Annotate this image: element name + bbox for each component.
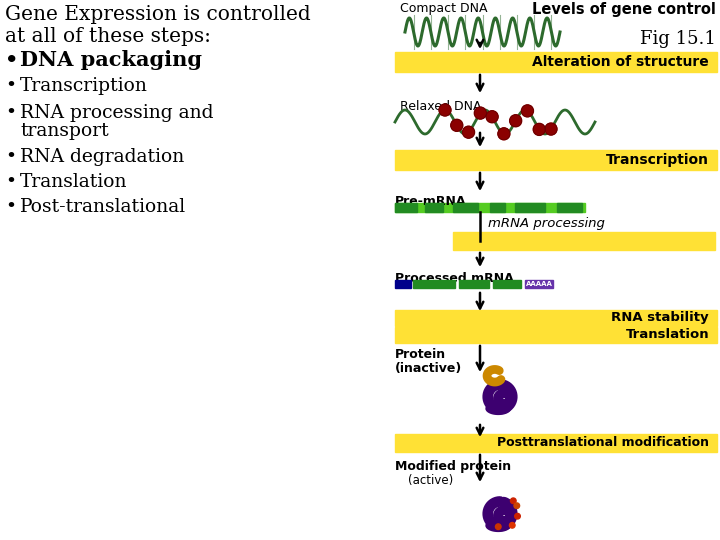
Text: Protein: Protein (395, 348, 446, 361)
Circle shape (474, 107, 486, 119)
Bar (395, 327, 717, 343)
Circle shape (462, 126, 474, 138)
Text: mRNA processing: mRNA processing (488, 218, 605, 231)
Circle shape (498, 128, 510, 140)
Bar (395, 203, 417, 212)
Circle shape (495, 524, 501, 530)
Bar (525, 280, 553, 288)
Text: at all of these steps:: at all of these steps: (5, 27, 211, 46)
Text: Processed mRNA: Processed mRNA (395, 272, 514, 285)
Text: Modified protein: Modified protein (395, 460, 511, 473)
Text: •: • (5, 173, 16, 191)
Circle shape (515, 514, 521, 519)
Circle shape (510, 498, 516, 504)
Bar (413, 280, 455, 288)
Bar (395, 52, 717, 72)
Text: •: • (5, 104, 16, 122)
Text: RNA degradation: RNA degradation (20, 148, 184, 166)
Text: (inactive): (inactive) (395, 362, 462, 375)
Text: Compact DNA: Compact DNA (400, 2, 487, 15)
Text: Pre-mRNA: Pre-mRNA (395, 195, 467, 208)
Circle shape (486, 111, 498, 123)
Text: RNA processing and: RNA processing and (20, 104, 214, 122)
Circle shape (521, 105, 534, 117)
Text: Transcription: Transcription (20, 77, 148, 95)
Bar (490, 203, 505, 212)
Text: DNA packaging: DNA packaging (20, 50, 202, 70)
Bar (459, 280, 489, 288)
Circle shape (510, 523, 515, 528)
Circle shape (514, 503, 520, 509)
Text: Levels of gene control: Levels of gene control (532, 2, 716, 17)
Text: Transcription: Transcription (606, 153, 709, 167)
Circle shape (451, 119, 463, 131)
Text: Fig 15.1: Fig 15.1 (640, 30, 716, 48)
Bar (395, 280, 411, 288)
Circle shape (545, 123, 557, 135)
Text: Posttranslational modification: Posttranslational modification (497, 436, 709, 449)
Bar (395, 203, 585, 212)
Bar (557, 203, 582, 212)
Text: •: • (5, 50, 19, 70)
Text: Alteration of structure: Alteration of structure (532, 55, 709, 69)
Bar (453, 203, 478, 212)
Text: Translation: Translation (626, 328, 709, 341)
Bar (425, 203, 443, 212)
Text: AAAAA: AAAAA (526, 281, 552, 287)
Bar (395, 150, 717, 170)
Text: transport: transport (20, 122, 109, 140)
Text: Relaxed DNA: Relaxed DNA (400, 100, 482, 113)
Text: Gene Expression is controlled: Gene Expression is controlled (5, 5, 311, 24)
Circle shape (510, 114, 522, 127)
Circle shape (534, 123, 545, 136)
Text: (active): (active) (408, 474, 454, 487)
Bar (493, 280, 521, 288)
Text: Translation: Translation (20, 173, 127, 191)
Bar (515, 203, 545, 212)
Text: RNA stability: RNA stability (611, 312, 709, 325)
Text: •: • (5, 198, 16, 216)
Circle shape (439, 104, 451, 116)
Text: •: • (5, 77, 16, 95)
Text: •: • (5, 148, 16, 166)
Bar (395, 310, 717, 326)
Text: Post-translational: Post-translational (20, 198, 186, 216)
Bar (395, 434, 717, 452)
Bar (453, 232, 715, 250)
